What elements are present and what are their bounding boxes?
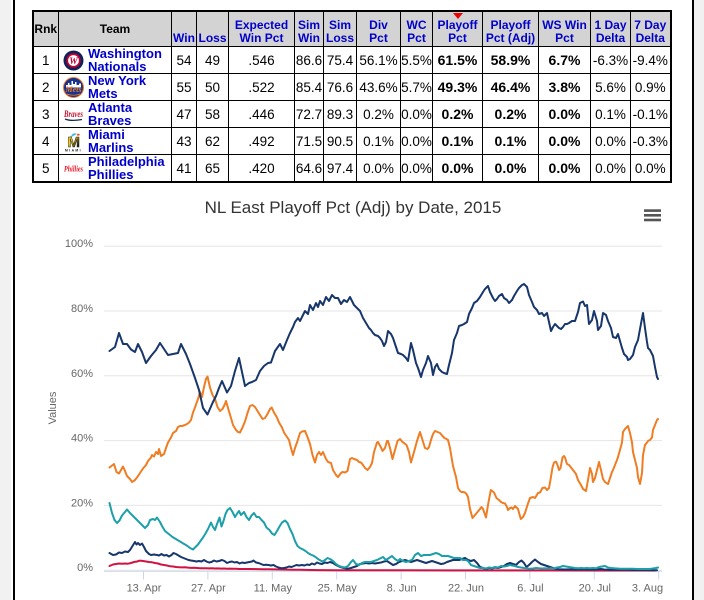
svg-text:Phillies: Phillies xyxy=(64,164,83,173)
svg-text:W: W xyxy=(69,57,78,67)
svg-text:Mets: Mets xyxy=(65,85,82,94)
svg-text:M: M xyxy=(68,134,81,151)
svg-text:Braves: Braves xyxy=(63,109,83,119)
svg-text:MIAMI: MIAMI xyxy=(65,148,82,152)
